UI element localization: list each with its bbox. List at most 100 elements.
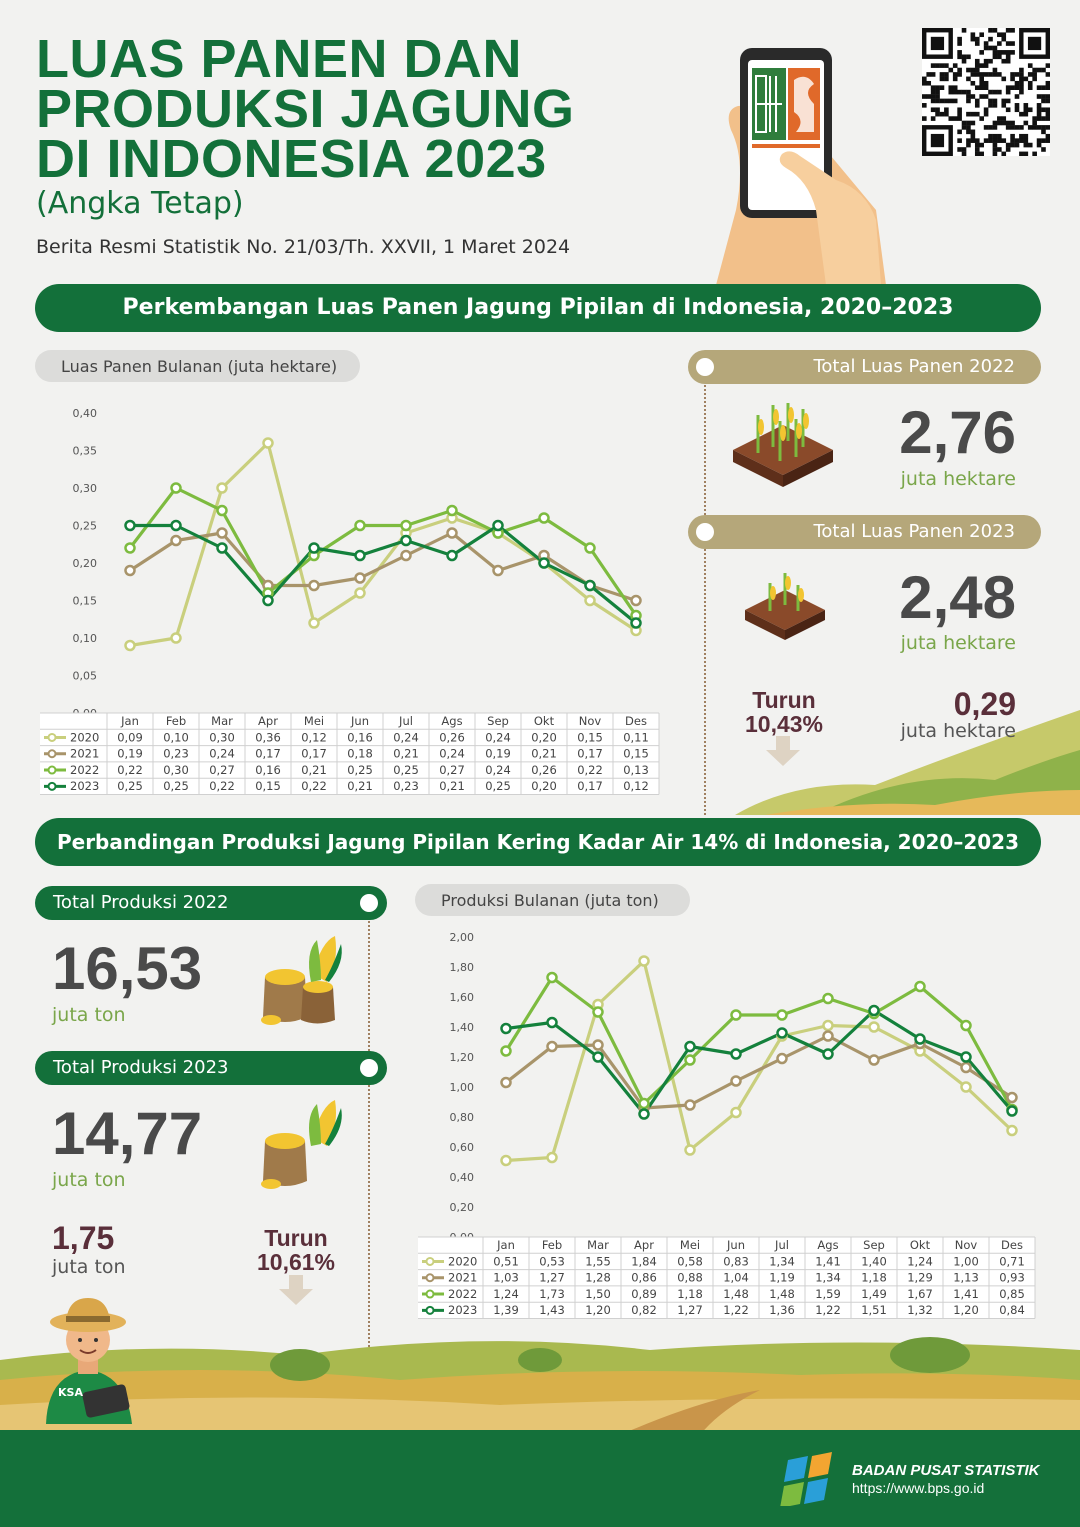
data-point xyxy=(170,632,182,644)
y-tick-label: 1,40 xyxy=(450,1021,475,1034)
qr-module xyxy=(966,111,971,117)
title-line-1: LUAS PANEN DAN xyxy=(36,29,523,89)
data-point xyxy=(914,980,926,993)
data-label: 1,40 xyxy=(861,1254,887,1268)
y-tick-label: 1,60 xyxy=(450,991,475,1004)
data-label: 1,27 xyxy=(539,1271,565,1285)
data-point xyxy=(730,1009,742,1021)
qr-module xyxy=(1032,151,1037,156)
qr-module xyxy=(961,151,967,156)
qr-module xyxy=(961,125,967,130)
data-point xyxy=(822,992,834,1005)
org-name: BADAN PUSAT STATISTIK xyxy=(852,1462,1040,1479)
qr-module xyxy=(966,67,971,73)
qr-module xyxy=(992,54,998,60)
section2-connector xyxy=(368,905,370,1355)
qr-module xyxy=(1041,67,1046,73)
data-point xyxy=(216,542,228,554)
qr-module xyxy=(1023,111,1029,117)
data-label: 1,73 xyxy=(539,1287,565,1301)
data-label: 0,15 xyxy=(623,747,649,761)
data-point xyxy=(546,1040,558,1053)
qr-module xyxy=(944,76,949,82)
qr-module xyxy=(974,142,980,148)
y-tick-label: 1,80 xyxy=(450,961,475,974)
qr-module xyxy=(979,151,984,156)
qr-module xyxy=(1001,58,1007,64)
qr-module xyxy=(1005,58,1011,64)
qr-module xyxy=(935,98,940,104)
qr-module xyxy=(970,36,976,42)
qr-module xyxy=(992,120,998,126)
qr-module xyxy=(952,85,958,90)
data-point xyxy=(492,564,504,577)
data-label: 0,58 xyxy=(677,1254,703,1268)
data-point xyxy=(124,639,136,652)
area-chart: Luas Panen Bulanan (juta hektare)0,000,0… xyxy=(35,350,660,795)
qr-module xyxy=(983,80,989,86)
qr-module xyxy=(1027,107,1033,113)
data-point xyxy=(308,617,320,629)
pill-dot xyxy=(696,523,714,541)
data-label: 0,19 xyxy=(117,747,143,761)
qr-module xyxy=(974,67,980,73)
qr-module xyxy=(952,76,958,82)
pill-dot xyxy=(360,894,378,912)
series-line-2021 xyxy=(129,531,637,603)
qr-module xyxy=(979,80,984,86)
qr-module xyxy=(1010,85,1015,90)
qr-module xyxy=(1001,32,1007,38)
data-label: 0,21 xyxy=(439,779,465,793)
chart-title-pill xyxy=(35,350,360,382)
qr-module xyxy=(957,72,962,77)
qr-module xyxy=(988,45,993,51)
legend-marker xyxy=(47,732,57,742)
qr-module xyxy=(983,111,989,117)
qr-module xyxy=(1036,94,1042,99)
qr-module xyxy=(966,76,971,82)
qr-module xyxy=(1014,125,1020,130)
chart-title: Luas Panen Bulanan (juta hektare) xyxy=(61,357,337,376)
qr-module xyxy=(935,85,940,90)
area-change-value: 0,29 xyxy=(953,686,1016,722)
qr-module xyxy=(1005,89,1011,95)
qr-module xyxy=(948,116,954,121)
qr-module xyxy=(1045,72,1050,77)
corn-sack-icon xyxy=(261,1100,342,1189)
data-point xyxy=(868,1054,880,1066)
qr-module xyxy=(988,133,993,139)
qr-module xyxy=(1023,138,1029,143)
qr-module xyxy=(1045,133,1050,139)
data-point xyxy=(546,1016,558,1029)
data-label: 1,67 xyxy=(907,1287,933,1301)
qr-module xyxy=(1041,125,1046,130)
data-label: 0,86 xyxy=(631,1271,657,1285)
qr-module xyxy=(1027,63,1033,68)
title-line-3: DI INDONESIA 2023 xyxy=(36,129,547,189)
qr-module xyxy=(1005,107,1011,113)
qr-module xyxy=(944,98,949,104)
down-arrow-icon xyxy=(279,1275,313,1305)
qr-code[interactable] xyxy=(922,28,1050,156)
qr-module xyxy=(983,85,989,90)
bps-logo-icon[interactable] xyxy=(778,1448,844,1506)
series-line-2021 xyxy=(505,1034,1013,1110)
qr-module xyxy=(1014,72,1020,77)
data-label: 0,21 xyxy=(301,763,327,777)
x-tick-label: Mei xyxy=(680,1238,700,1252)
data-label: 1,48 xyxy=(723,1287,749,1301)
qr-module xyxy=(1001,120,1007,126)
footer xyxy=(0,1430,1080,1527)
data-point xyxy=(730,1075,742,1087)
total-area-2023-pill: Total Luas Panen 2023 xyxy=(688,515,1041,549)
qr-module xyxy=(997,50,1002,55)
qr-module xyxy=(1027,85,1033,90)
x-tick-label: Okt xyxy=(534,714,555,728)
org-url[interactable]: https://www.bps.go.id xyxy=(852,1480,985,1496)
data-point xyxy=(262,594,274,607)
legend-label: 2020 xyxy=(448,1254,477,1268)
x-tick-label: Jul xyxy=(398,714,413,728)
qr-module xyxy=(952,89,958,95)
qr-module xyxy=(1036,142,1042,148)
data-point xyxy=(684,1040,696,1053)
